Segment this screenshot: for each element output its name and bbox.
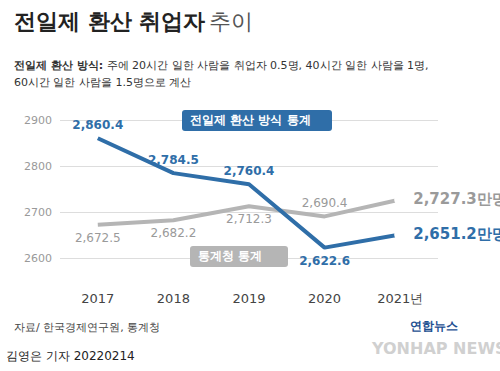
svg-text:2,672.5: 2,672.5: [75, 231, 121, 245]
svg-text:2,651.2만명: 2,651.2만명: [413, 225, 500, 243]
svg-text:자료/ 한국경제연구원, 통계청: 자료/ 한국경제연구원, 통계청: [14, 321, 160, 334]
svg-text:연합뉴스: 연합뉴스: [410, 319, 458, 333]
svg-text:2,760.4: 2,760.4: [224, 164, 275, 178]
svg-text:2,784.5: 2,784.5: [148, 153, 199, 167]
svg-text:2800: 2800: [24, 160, 52, 173]
svg-text:2900: 2900: [24, 114, 52, 127]
svg-text:김영은 기자 20220214: 김영은 기자 20220214: [6, 349, 135, 363]
svg-text:2700: 2700: [24, 206, 52, 219]
svg-text:60시간 일한 사람을 1.5명으로 계산: 60시간 일한 사람을 1.5명으로 계산: [14, 76, 191, 89]
svg-text:2,712.3: 2,712.3: [226, 212, 272, 226]
svg-text:전일제 환산 취업자: 전일제 환산 취업자: [14, 9, 205, 34]
svg-text:2021년: 2021년: [377, 291, 423, 306]
svg-text:전일제 환산 방식 통계: 전일제 환산 방식 통계: [190, 113, 311, 127]
svg-text:2018: 2018: [157, 291, 190, 306]
svg-text:2,727.3만명: 2,727.3만명: [413, 190, 500, 208]
svg-text:주에 20시간 일한 사람을 취업자 0.5명, 40시간: 주에 20시간 일한 사람을 취업자 0.5명, 40시간 일한 사람을 1명,: [103, 59, 428, 72]
svg-text:2019: 2019: [232, 291, 265, 306]
svg-text:2,690.4: 2,690.4: [302, 196, 348, 210]
svg-text:전일제 환산 방식:: 전일제 환산 방식:: [14, 59, 103, 72]
svg-text:2,682.2: 2,682.2: [150, 226, 196, 240]
svg-text:2600: 2600: [24, 252, 52, 265]
svg-text:통계청 통계: 통계청 통계: [198, 249, 262, 263]
svg-text:YONHAP NEWS: YONHAP NEWS: [371, 339, 500, 358]
svg-text:2,622.6: 2,622.6: [299, 254, 350, 268]
svg-text:2017: 2017: [81, 291, 114, 306]
svg-text:2,860.4: 2,860.4: [72, 118, 123, 132]
svg-text:추이: 추이: [209, 9, 253, 34]
svg-text:2020: 2020: [308, 291, 341, 306]
